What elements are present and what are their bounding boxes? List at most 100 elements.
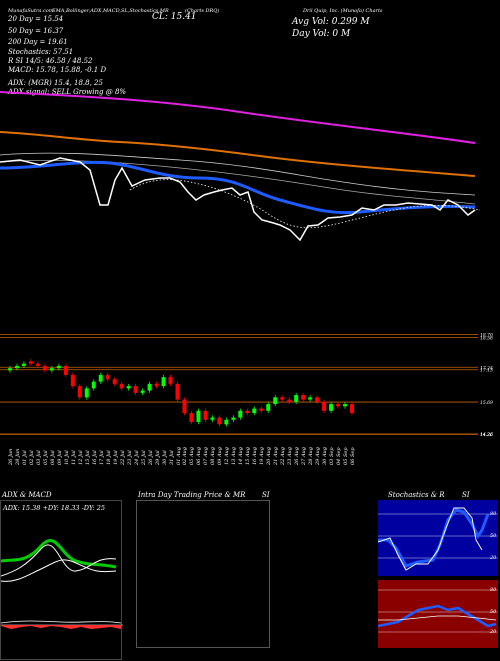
bollinger-upper	[0, 152, 476, 196]
stoch-panel-title: Stochastics & R	[388, 491, 445, 499]
candle-body	[140, 390, 145, 393]
candle-body	[175, 383, 180, 400]
candle-body	[105, 374, 110, 380]
date-label: 13 Aug	[231, 447, 238, 465]
candle-body	[245, 410, 250, 414]
day-vol: Day Vol: 0 M	[292, 29, 351, 39]
candle-body	[77, 386, 82, 398]
date-label: 22 Aug	[280, 447, 287, 465]
dma50: 50 Day = 16.37	[8, 27, 64, 35]
candle-body	[28, 361, 33, 364]
candle-body	[112, 379, 117, 384]
candle-body	[336, 404, 341, 407]
date-label: 10 Jul	[63, 450, 70, 465]
date-label: 06 Aug	[196, 447, 203, 465]
date-label: 17 Jul	[98, 450, 105, 465]
rsi-panel: 80 50 20	[378, 580, 498, 648]
date-label: 05 Aug	[189, 447, 196, 465]
candle-body	[210, 417, 215, 420]
candle-body	[8, 368, 12, 371]
price-level-label: 18.56	[480, 336, 493, 342]
stoch-tick-80: 80	[490, 511, 497, 517]
dma200: 200 Day = 19.61	[8, 38, 68, 46]
macd-stat: MACD: 15.78, 15.88, -0.1 D	[8, 66, 107, 74]
date-label: 15 Aug	[245, 447, 252, 465]
date-label: 20 Aug	[266, 447, 273, 465]
candle-body	[91, 381, 96, 389]
stoch-si-label: SI	[462, 491, 470, 499]
date-label: 12 Jul	[77, 450, 84, 465]
candle-body	[224, 419, 229, 425]
adx-stat: ADX: (MGR) 15.4, 18.8, 25	[8, 79, 103, 87]
ema-magenta-line	[0, 91, 476, 144]
candle-body	[182, 399, 187, 414]
chart-label: MunafaSutra.com	[8, 8, 54, 14]
candle-body	[98, 374, 103, 382]
candle-body	[238, 410, 243, 418]
candle-body	[203, 410, 208, 420]
close-label: CL: 15.41	[152, 12, 197, 22]
avg-vol: Avg Vol: 0.299 M	[292, 17, 370, 27]
date-label: 16 Aug	[252, 447, 259, 465]
candle-body	[189, 413, 194, 423]
candle-body	[161, 377, 166, 387]
date-label: 23 Jul	[126, 450, 133, 465]
intraday-si-label: SI	[262, 491, 270, 499]
candle-body	[168, 377, 173, 384]
candle-body	[84, 388, 89, 398]
adx-panel: ADX: 15.38 +DY: 18.33 -DY: 25	[0, 500, 123, 660]
date-label: 26 Aug	[294, 447, 301, 465]
adx-values: ADX: 15.38 +DY: 18.33 -DY: 25	[3, 504, 105, 512]
candle-body	[70, 374, 75, 387]
date-label: 01 Jul	[21, 450, 28, 465]
candle-body	[196, 410, 201, 423]
date-label: 26 Jun	[8, 448, 14, 465]
date-label: 21 Aug	[273, 447, 280, 465]
intraday-panel-title: Intra Day Trading Price & MR	[138, 491, 246, 499]
candle-body	[343, 404, 348, 407]
ema-chart	[0, 91, 481, 242]
stoch-lines	[378, 507, 498, 571]
date-label: 30 Jul	[161, 450, 168, 465]
dotted-ma-line	[129, 179, 481, 229]
price-level-label: 18.70	[480, 332, 493, 338]
date-label: 18 Jul	[105, 450, 112, 465]
candle-body	[147, 383, 152, 391]
date-label: 15 Jul	[84, 450, 91, 465]
candle-body	[35, 363, 40, 366]
date-label: 02 Jul	[28, 450, 35, 465]
price-level-label: 14.26	[480, 432, 493, 438]
date-label: 12 Aug	[224, 447, 231, 465]
indicators-label: EMA,Bollinger,ADX,MACD,SL,Stochastics,MR	[52, 8, 169, 14]
candle-body	[280, 397, 285, 400]
candle-body	[119, 383, 124, 389]
rsi-stat: R SI 14/5: 46.58 / 48.52	[8, 57, 93, 65]
chart-title: (Charts DRQ)	[185, 8, 220, 14]
candle-body	[308, 397, 313, 400]
adx-lines	[1, 538, 123, 629]
date-label: 28 Jun	[14, 448, 21, 465]
price-line	[0, 157, 476, 242]
date-label: 05 Jul	[42, 450, 49, 465]
date-label: 19 Aug	[259, 447, 266, 465]
bollinger-mid	[0, 159, 476, 205]
date-label: 16 Jul	[91, 450, 98, 465]
candle-body	[56, 365, 61, 369]
date-label: 03 Jul	[35, 450, 42, 465]
date-label: 27 Aug	[301, 447, 308, 465]
date-label: 08 Jul	[49, 450, 56, 465]
candle-body	[63, 365, 68, 375]
candle-body	[42, 365, 47, 371]
date-label: 29 Aug	[315, 447, 322, 465]
date-label: 14 Aug	[238, 447, 245, 465]
candle-body	[126, 386, 131, 389]
date-label: 08 Aug	[210, 447, 217, 465]
date-label: 30 Aug	[322, 447, 329, 465]
date-label: 11 Jul	[70, 450, 77, 465]
candle-body	[315, 397, 320, 402]
date-label: 31 Jul	[168, 450, 175, 465]
stoch-panel: 80 50 20	[378, 500, 498, 576]
date-label: 24 Jul	[133, 450, 140, 465]
candle-body	[14, 365, 19, 369]
